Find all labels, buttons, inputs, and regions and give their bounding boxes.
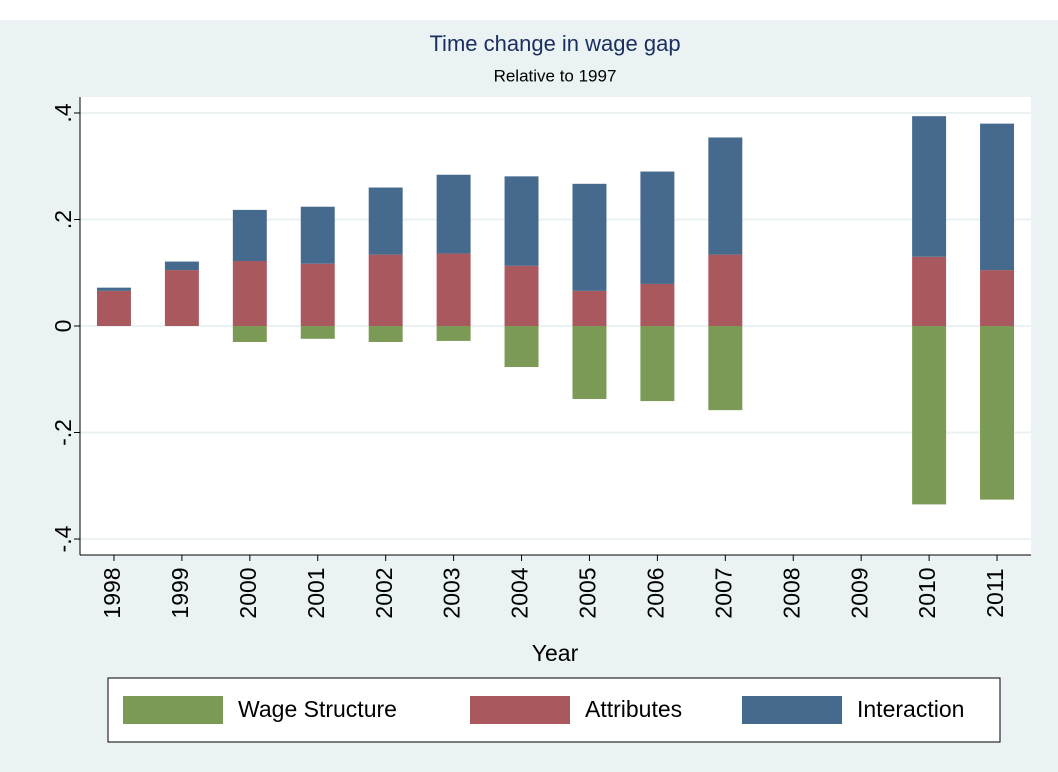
x-tick-label: 2000 [235,567,261,618]
bar [300,263,335,326]
legend-label: Interaction [857,696,964,722]
legend-box [107,677,1001,743]
bar [164,270,199,326]
chart-subtitle: Relative to 1997 [494,66,617,85]
bar [708,254,743,326]
y-tick-label: -.2 [50,419,76,446]
bar [980,123,1015,271]
bar [640,283,675,326]
bar [436,174,471,254]
y-tick-label: .2 [50,210,76,229]
bar [912,116,947,257]
bar [436,253,471,326]
bar [708,137,743,255]
bar [980,326,1015,500]
x-tick-label: 2011 [982,568,1008,617]
y-tick-label: -.4 [50,525,76,552]
x-tick-label: 2008 [778,567,804,618]
bar [96,287,131,291]
chart-title: Time change in wage gap [429,31,680,56]
x-axis-label: Year [532,640,579,666]
bar [572,326,607,399]
legend-swatch [470,696,570,724]
bar [232,209,267,262]
x-tick-label: 2005 [575,567,601,618]
bar [436,326,471,341]
bar [504,176,539,266]
x-tick-label: 2007 [710,567,736,618]
bar [368,187,403,255]
legend-label: Attributes [585,696,682,722]
bar [368,254,403,326]
bar [368,326,403,342]
bar [300,206,335,264]
legend-swatch [123,696,223,724]
x-tick-label: 2004 [507,567,533,618]
y-tick-label: .4 [50,103,76,122]
legend-swatch [742,696,842,724]
x-tick-label: 2001 [303,567,329,618]
bar [232,261,267,326]
x-tick-label: 2002 [371,567,397,618]
bar [504,265,539,326]
x-tick-label: 1998 [99,567,125,618]
x-tick-label: 2006 [642,567,668,618]
bar [640,171,675,284]
x-tick-label: 1999 [167,567,193,618]
bar [504,326,539,368]
bar [164,261,199,271]
bar [96,290,131,326]
bar [572,290,607,326]
bar [232,326,267,342]
x-tick-label: 2010 [914,567,940,618]
x-tick-label: 2003 [439,567,465,618]
bar [300,326,335,339]
bar [708,326,743,411]
bar [572,183,607,291]
y-tick-label: 0 [50,320,76,333]
legend-label: Wage Structure [238,696,397,722]
bar [912,256,947,326]
bar [912,326,947,505]
x-tick-label: 2009 [846,567,872,618]
bar [980,270,1015,326]
bar [640,326,675,402]
